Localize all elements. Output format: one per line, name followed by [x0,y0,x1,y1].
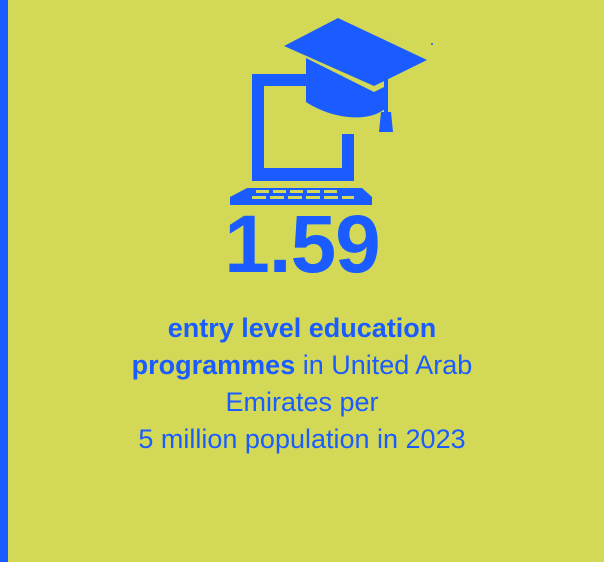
desc-line-1: entry level education [20,310,584,347]
stat-value: 1.59 [224,199,381,290]
desc-bold-2: programmes [131,350,296,380]
left-border [0,0,8,562]
keyboard-keys [252,190,354,199]
cap-band [306,58,386,118]
desc-line-2-rest: in United Arab [295,350,473,380]
desc-bold-1: entry level education [167,313,437,343]
laptop-screen [252,74,354,181]
stat-description: entry level education programmes in Unit… [20,310,584,458]
tassel-end [379,112,393,132]
desc-line-4: 5 million population in 2023 [138,424,466,454]
laptop-graduation-cap-icon [0,0,604,215]
desc-line-2: programmes in United Arab [20,347,584,384]
desc-line-3: Emirates per [225,387,379,417]
cap-top [284,18,427,86]
tassel-cord [384,60,388,116]
